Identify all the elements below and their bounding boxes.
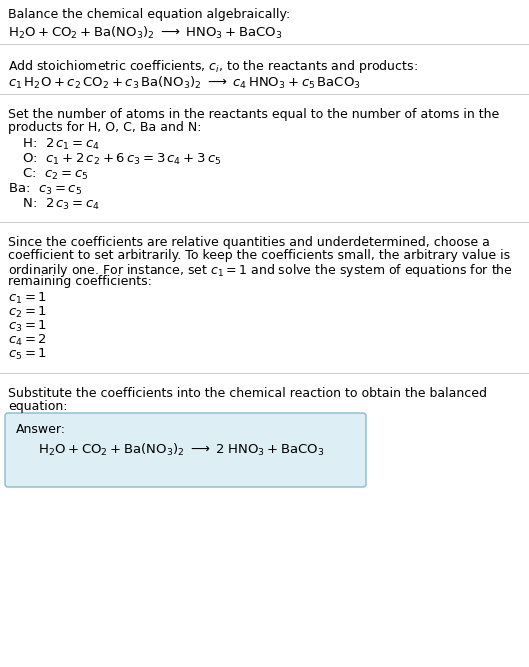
Text: C:  $c_2 = c_5$: C: $c_2 = c_5$	[18, 167, 88, 182]
Text: Substitute the coefficients into the chemical reaction to obtain the balanced: Substitute the coefficients into the che…	[8, 387, 487, 400]
Text: ordinarily one. For instance, set $c_1 = 1$ and solve the system of equations fo: ordinarily one. For instance, set $c_1 =…	[8, 262, 513, 279]
Text: Ba:  $c_3 = c_5$: Ba: $c_3 = c_5$	[8, 182, 82, 197]
Text: Answer:: Answer:	[16, 423, 66, 436]
Text: N:  $2\,c_3 = c_4$: N: $2\,c_3 = c_4$	[18, 197, 100, 212]
Text: $c_2 = 1$: $c_2 = 1$	[8, 305, 47, 320]
Text: $c_1 = 1$: $c_1 = 1$	[8, 291, 47, 306]
Text: Set the number of atoms in the reactants equal to the number of atoms in the: Set the number of atoms in the reactants…	[8, 108, 499, 121]
Text: H:  $2\,c_1 = c_4$: H: $2\,c_1 = c_4$	[18, 137, 100, 152]
Text: products for H, O, C, Ba and N:: products for H, O, C, Ba and N:	[8, 121, 202, 134]
Text: Since the coefficients are relative quantities and underdetermined, choose a: Since the coefficients are relative quan…	[8, 236, 490, 249]
FancyBboxPatch shape	[5, 413, 366, 487]
Text: equation:: equation:	[8, 400, 68, 413]
Text: $\mathrm{H_2O + CO_2 + Ba(NO_3)_2 \;\longrightarrow\; 2\;HNO_3 + BaCO_3}$: $\mathrm{H_2O + CO_2 + Ba(NO_3)_2 \;\lon…	[38, 442, 324, 458]
Text: $c_4 = 2$: $c_4 = 2$	[8, 333, 47, 348]
Text: $c_1\,\mathrm{H_2O} + c_2\,\mathrm{CO_2} + c_3\,\mathrm{Ba(NO_3)_2} \;\longright: $c_1\,\mathrm{H_2O} + c_2\,\mathrm{CO_2}…	[8, 75, 361, 91]
Text: remaining coefficients:: remaining coefficients:	[8, 275, 152, 288]
Text: O:  $c_1 + 2\,c_2 + 6\,c_3 = 3\,c_4 + 3\,c_5$: O: $c_1 + 2\,c_2 + 6\,c_3 = 3\,c_4 + 3\,…	[18, 152, 221, 167]
Text: Add stoichiometric coefficients, $c_i$, to the reactants and products:: Add stoichiometric coefficients, $c_i$, …	[8, 58, 418, 75]
Text: $c_5 = 1$: $c_5 = 1$	[8, 347, 47, 362]
Text: coefficient to set arbitrarily. To keep the coefficients small, the arbitrary va: coefficient to set arbitrarily. To keep …	[8, 249, 510, 262]
Text: $c_3 = 1$: $c_3 = 1$	[8, 319, 47, 334]
Text: Balance the chemical equation algebraically:: Balance the chemical equation algebraica…	[8, 8, 290, 21]
Text: $\mathrm{H_2O + CO_2 + Ba(NO_3)_2 \;\longrightarrow\; HNO_3 + BaCO_3}$: $\mathrm{H_2O + CO_2 + Ba(NO_3)_2 \;\lon…	[8, 25, 282, 41]
